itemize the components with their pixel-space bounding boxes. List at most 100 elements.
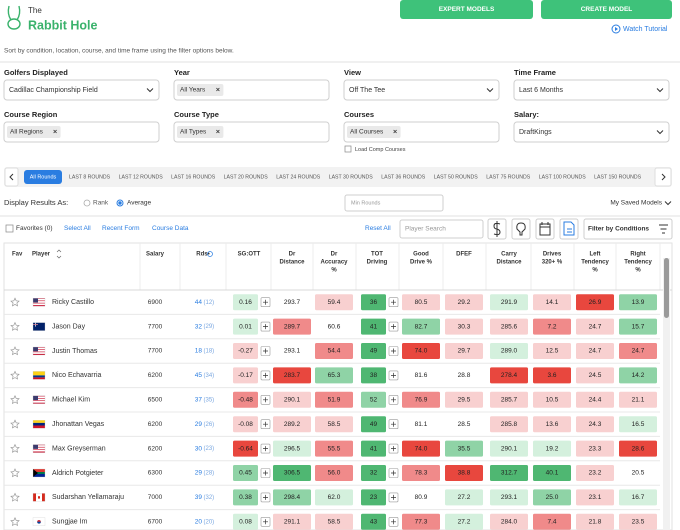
- tab-active[interactable]: All Rounds: [30, 174, 57, 180]
- filter-input[interactable]: [343, 79, 500, 101]
- toolbar-link[interactable]: Select All: [64, 225, 91, 232]
- button-label[interactable]: EXPERT MODELS: [439, 6, 495, 13]
- filter-button-label[interactable]: Filter by Conditions: [588, 226, 649, 233]
- stat-cell: [273, 294, 311, 311]
- tab[interactable]: LAST 12 ROUNDS: [119, 174, 164, 180]
- column-header[interactable]: Player: [32, 252, 51, 258]
- column-header[interactable]: Right: [630, 252, 645, 258]
- column-header[interactable]: %: [331, 268, 337, 274]
- player-name[interactable]: Sungjae Im: [52, 519, 88, 526]
- column-header[interactable]: Drive %: [410, 260, 433, 266]
- player-name[interactable]: Sudarshan Yellamaraju: [52, 494, 124, 501]
- flag-part: [33, 420, 45, 423]
- tab[interactable]: LAST 30 ROUNDS: [329, 174, 374, 180]
- chip-remove[interactable]: [216, 129, 220, 134]
- tab[interactable]: LAST 36 ROUNDS: [381, 174, 426, 180]
- favorite-star[interactable]: [10, 516, 20, 527]
- player-name[interactable]: Nico Echavarria: [52, 372, 102, 379]
- player-name[interactable]: Aldrich Potgieter: [52, 470, 104, 477]
- favorite-star[interactable]: [10, 346, 20, 356]
- column-header[interactable]: Salary: [146, 252, 165, 258]
- scrollbar-thumb[interactable]: [664, 258, 669, 318]
- column-header[interactable]: Tendency: [581, 260, 609, 266]
- player-name[interactable]: Michael Kim: [52, 397, 90, 404]
- column-header[interactable]: Rds•: [196, 252, 209, 258]
- stat-value: 14.1: [546, 299, 559, 306]
- flag-part: [33, 300, 45, 302]
- column-header[interactable]: Accuracy: [320, 260, 348, 266]
- filter-input[interactable]: [513, 79, 670, 101]
- flag-border: [32, 298, 46, 307]
- tutorial-link[interactable]: Watch Tutorial: [623, 26, 668, 33]
- reset-link[interactable]: Reset All: [365, 225, 391, 232]
- tab[interactable]: LAST 75 ROUNDS: [486, 174, 531, 180]
- column-header[interactable]: Driving: [367, 260, 388, 266]
- chip-remove[interactable]: [53, 129, 57, 134]
- column-header[interactable]: 320+ %: [542, 260, 563, 266]
- icon-button[interactable]: [535, 218, 555, 240]
- tab[interactable]: LAST 24 ROUNDS: [276, 174, 321, 180]
- favorite-star[interactable]: [10, 492, 20, 502]
- scroll-button[interactable]: [4, 167, 19, 187]
- tab[interactable]: LAST 16 ROUNDS: [171, 174, 216, 180]
- filter-input[interactable]: [513, 121, 670, 143]
- filter-value[interactable]: Last 6 Months: [519, 87, 563, 94]
- player-name[interactable]: Ricky Castillo: [52, 299, 94, 306]
- player-name[interactable]: Justin Thomas: [52, 348, 98, 355]
- favorite-star[interactable]: [10, 370, 20, 380]
- scroll-button[interactable]: [654, 167, 672, 187]
- favorite-star[interactable]: [10, 394, 20, 405]
- column-header[interactable]: Dr: [289, 252, 296, 258]
- toolbar-link[interactable]: Recent Form: [102, 225, 140, 232]
- flag-part: [33, 449, 45, 450]
- chip-remove[interactable]: [393, 129, 397, 134]
- tab[interactable]: LAST 8 ROUNDS: [69, 174, 111, 180]
- search-input[interactable]: [399, 219, 484, 239]
- stat-value: 24.4: [589, 397, 602, 404]
- player-name[interactable]: Jason Day: [52, 323, 86, 330]
- column-header[interactable]: Carry: [501, 252, 517, 258]
- checkbox[interactable]: [5, 224, 14, 233]
- min-rounds-input[interactable]: [344, 194, 444, 212]
- toolbar-link[interactable]: Course Data: [152, 225, 189, 232]
- column-header[interactable]: Good: [413, 252, 429, 258]
- column-header[interactable]: Distance: [496, 260, 522, 266]
- filter-button[interactable]: [583, 218, 673, 240]
- player-name[interactable]: Jhonattan Vegas: [52, 421, 105, 428]
- tab[interactable]: LAST 50 ROUNDS: [434, 174, 479, 180]
- tab[interactable]: LAST 20 ROUNDS: [224, 174, 269, 180]
- button-label[interactable]: CREATE MODEL: [581, 6, 633, 13]
- filter-value[interactable]: Off The Tee: [349, 87, 385, 94]
- tab[interactable]: LAST 100 ROUNDS: [539, 174, 586, 180]
- column-header[interactable]: %: [592, 268, 598, 274]
- favorite-star[interactable]: [10, 321, 20, 331]
- tab[interactable]: LAST 150 ROUNDS: [594, 174, 641, 180]
- favorite-star[interactable]: [10, 419, 20, 429]
- favorite-star[interactable]: [10, 297, 20, 307]
- icon-button[interactable]: [511, 218, 531, 240]
- button[interactable]: [400, 0, 533, 19]
- saved-models[interactable]: My Saved Models: [610, 200, 662, 207]
- filter-value[interactable]: Cadillac Championship Field: [9, 87, 98, 94]
- column-header[interactable]: Drives: [543, 252, 562, 258]
- favorite-star[interactable]: [10, 443, 20, 453]
- checkbox[interactable]: [344, 145, 352, 153]
- column-header[interactable]: SG:OTT: [238, 252, 261, 258]
- tab-pill[interactable]: [24, 170, 62, 184]
- column-header[interactable]: Tendency: [624, 260, 652, 266]
- chip-remove[interactable]: [216, 87, 220, 92]
- favorite-star[interactable]: [10, 468, 20, 478]
- filter-value[interactable]: DraftKings: [519, 129, 552, 136]
- button[interactable]: [541, 0, 672, 19]
- radio[interactable]: [83, 199, 91, 207]
- filter-input[interactable]: [3, 79, 160, 101]
- column-header[interactable]: %: [635, 268, 641, 274]
- rabbit-ears: [7, 5, 21, 21]
- flag-part: [33, 354, 45, 355]
- column-header[interactable]: Distance: [279, 260, 305, 266]
- column-header[interactable]: TOT: [371, 252, 383, 258]
- column-header[interactable]: DFEF: [456, 252, 472, 258]
- player-name[interactable]: Max Greyserman: [52, 445, 106, 452]
- column-header[interactable]: Left: [590, 252, 601, 258]
- column-header[interactable]: Dr: [331, 252, 338, 258]
